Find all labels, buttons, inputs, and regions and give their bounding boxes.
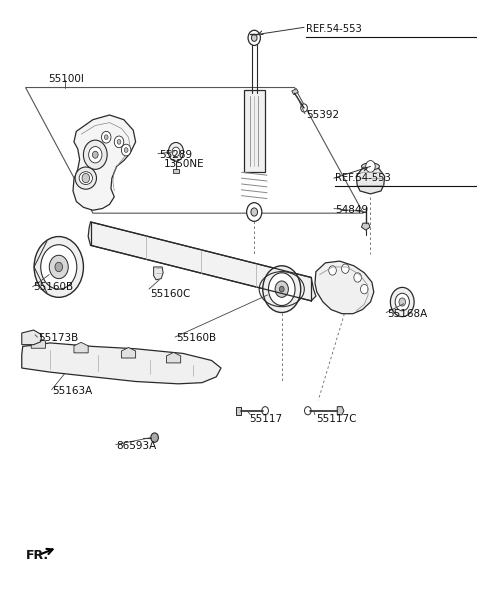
Polygon shape [236,407,241,415]
Circle shape [89,146,102,163]
Circle shape [275,281,288,297]
Ellipse shape [75,167,96,189]
Polygon shape [173,169,179,173]
Text: 55100I: 55100I [48,74,84,84]
Circle shape [390,287,414,317]
Polygon shape [167,352,180,363]
Polygon shape [292,88,299,94]
Text: 55163A: 55163A [53,386,93,396]
Circle shape [168,142,183,161]
Text: 55117C: 55117C [316,414,357,424]
Polygon shape [361,223,370,230]
Circle shape [329,266,336,275]
Text: 55160C: 55160C [150,289,190,299]
Polygon shape [22,330,42,345]
Circle shape [117,140,121,144]
Polygon shape [356,166,384,194]
Polygon shape [31,337,46,348]
Circle shape [395,293,409,311]
Circle shape [354,273,361,282]
Text: 55160B: 55160B [34,282,74,292]
Circle shape [279,286,284,292]
Circle shape [247,202,262,221]
Circle shape [84,140,107,169]
Text: 54849: 54849 [335,205,368,215]
Text: 1350NE: 1350NE [164,159,204,169]
Text: 55173B: 55173B [38,333,79,343]
Polygon shape [154,267,163,280]
Circle shape [366,160,375,172]
Circle shape [93,151,98,158]
Circle shape [172,147,180,156]
Circle shape [34,237,84,297]
Polygon shape [121,348,136,358]
Circle shape [124,148,128,152]
Ellipse shape [361,163,380,170]
Text: 55168A: 55168A [387,309,427,319]
Polygon shape [315,261,374,314]
Text: 86593A: 86593A [117,441,157,451]
Circle shape [360,284,368,294]
Circle shape [399,298,406,306]
Circle shape [268,273,295,306]
Circle shape [251,208,258,216]
Text: FR.: FR. [25,549,48,562]
Polygon shape [337,407,344,415]
Polygon shape [74,342,88,353]
Polygon shape [73,115,136,210]
Polygon shape [22,343,221,384]
Circle shape [248,30,261,45]
Circle shape [101,132,111,143]
Polygon shape [88,222,316,301]
Circle shape [262,407,268,415]
Text: 55160B: 55160B [176,333,216,343]
Circle shape [55,263,62,271]
Circle shape [41,245,77,289]
Text: REF.54-553: REF.54-553 [306,24,362,34]
Circle shape [82,173,90,183]
Text: 55392: 55392 [306,110,339,120]
Circle shape [342,264,349,273]
Circle shape [252,34,257,41]
Circle shape [104,135,108,140]
Text: 55289: 55289 [159,150,192,160]
Text: REF.54-553: REF.54-553 [335,173,391,183]
Circle shape [114,136,124,148]
Circle shape [263,266,301,313]
Circle shape [151,433,158,442]
Circle shape [304,407,311,415]
Circle shape [49,255,68,278]
Bar [244,90,264,172]
Circle shape [121,144,131,156]
Text: 55117: 55117 [250,414,283,424]
Ellipse shape [79,172,93,185]
Circle shape [301,104,307,112]
